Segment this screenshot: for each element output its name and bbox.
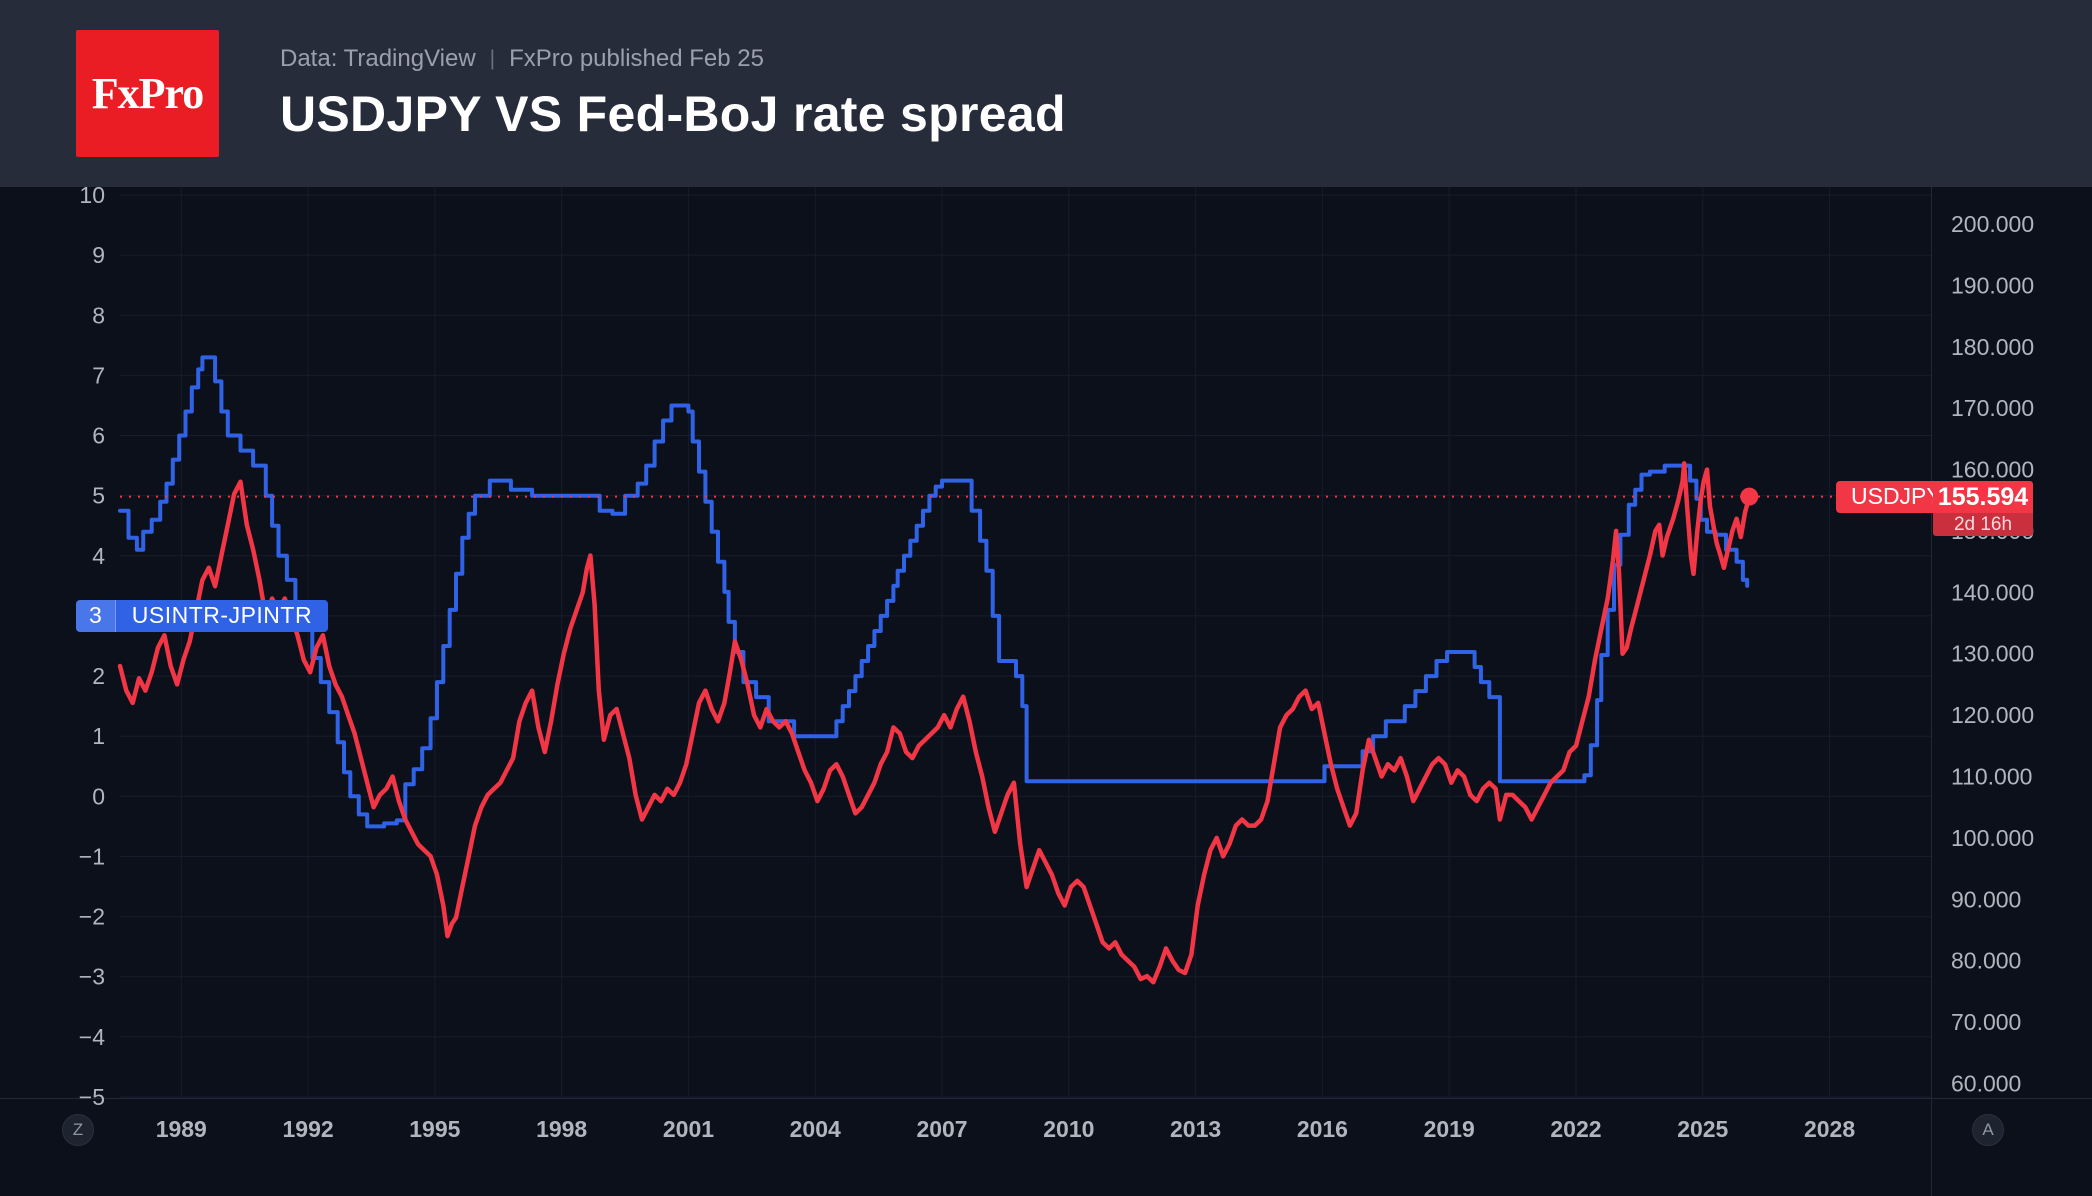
current-price: 155.594: [1933, 480, 2033, 513]
spread-value: 3: [76, 599, 116, 632]
data-source: Data: TradingView: [280, 44, 476, 72]
bar-countdown: 2d 16h: [1933, 512, 2033, 536]
left-axis-tick: 1: [92, 723, 105, 749]
usdjpy-line: [117, 461, 1752, 985]
left-axis-tick: −2: [79, 904, 105, 930]
x-axis-tick: 2007: [916, 1116, 967, 1142]
header-text: Data: TradingView | FxPro published Feb …: [280, 45, 1066, 143]
right-axis-tick: 130.000: [1951, 641, 2034, 667]
x-axis-tick: 1998: [536, 1116, 587, 1142]
right-axis-tick: 90.000: [1951, 886, 2021, 912]
fxpro-logo: FxPro: [76, 30, 219, 157]
timezone-button[interactable]: Z: [62, 1114, 94, 1146]
subtitle-divider-icon: |: [489, 46, 496, 70]
x-axis-labels[interactable]: 1989 1992 1995 1998 2001 2004 2007 2010 2013 2016…: [156, 1116, 1856, 1142]
x-axis-tick: 2004: [790, 1116, 841, 1142]
left-axis-tick: 6: [92, 423, 105, 449]
grid-lines: [120, 187, 1931, 1098]
x-axis-tick: 2010: [1043, 1116, 1094, 1142]
right-axis-tick: 60.000: [1951, 1070, 2021, 1096]
spread-line: [118, 355, 1750, 829]
left-axis-tick: −5: [79, 1084, 105, 1110]
right-axis-tick: 120.000: [1951, 702, 2034, 728]
right-axis-tick: 80.000: [1951, 948, 2021, 974]
right-axis-tick: 160.000: [1951, 457, 2034, 483]
left-axis-tick: 7: [92, 362, 105, 388]
left-axis-tick: 9: [92, 242, 105, 268]
spread-series-badge[interactable]: 3 USINTR-JPINTR: [76, 599, 329, 632]
chart-canvas[interactable]: 109876543210−1−2−3−4−5200.000190.000180.…: [0, 187, 2092, 1196]
spread-series-label: USINTR-JPINTR: [131, 602, 313, 629]
auto-scale-button[interactable]: A: [1972, 1114, 2004, 1146]
right-axis-tick: 140.000: [1951, 579, 2034, 605]
usdjpy-price-label: 155.594 2d 16h: [1933, 480, 2033, 536]
published-date: FxPro published Feb 25: [509, 44, 764, 72]
right-axis-tick: 190.000: [1951, 272, 2034, 298]
right-axis-tick: 170.000: [1951, 395, 2034, 421]
fxpro-logo-text: FxPro: [91, 69, 204, 118]
usdjpy-last-dot: [1740, 487, 1759, 506]
left-axis-tick: −4: [79, 1024, 105, 1050]
right-axis-tick: 200.000: [1951, 211, 2034, 237]
left-axis-tick: −1: [79, 843, 105, 869]
right-axis-tick: 100.000: [1951, 825, 2034, 851]
right-axis-tick: 180.000: [1951, 334, 2034, 360]
x-axis-tick: 2001: [663, 1116, 714, 1142]
page-title: USDJPY VS Fed-BoJ rate spread: [280, 85, 1066, 142]
x-axis-tick: 1989: [156, 1116, 207, 1142]
left-axis-tick: 2: [92, 663, 105, 689]
left-axis-tick: 4: [92, 543, 105, 569]
x-axis-tick: 2019: [1424, 1116, 1475, 1142]
left-axis-tick: 10: [79, 187, 105, 208]
x-axis-tick: 2028: [1804, 1116, 1855, 1142]
header: FxPro Data: TradingView | FxPro publishe…: [0, 0, 2092, 187]
x-axis-tick: 1995: [409, 1116, 460, 1142]
left-axis-tick: 5: [92, 483, 105, 509]
x-axis-tick: 2025: [1677, 1116, 1728, 1142]
left-axis-tick: 0: [92, 783, 105, 809]
chart-region: 109876543210−1−2−3−4−5200.000190.000180.…: [0, 187, 2092, 1196]
left-axis-tick: −3: [79, 964, 105, 990]
right-axis-tick: 70.000: [1951, 1009, 2021, 1035]
x-axis-tick: 2016: [1297, 1116, 1348, 1142]
x-axis-tick: 1992: [282, 1116, 333, 1142]
x-axis-tick: 2022: [1550, 1116, 1601, 1142]
right-axis-labels[interactable]: 200.000190.000180.000170.000160.000150.0…: [1951, 211, 2034, 1097]
right-axis-tick: 110.000: [1951, 764, 2032, 790]
x-axis-tick: 2013: [1170, 1116, 1221, 1142]
left-axis-tick: 8: [92, 302, 105, 328]
data-source-line: Data: TradingView | FxPro published Feb …: [280, 45, 1066, 73]
left-axis-labels[interactable]: 109876543210−1−2−3−4−5: [79, 187, 105, 1110]
